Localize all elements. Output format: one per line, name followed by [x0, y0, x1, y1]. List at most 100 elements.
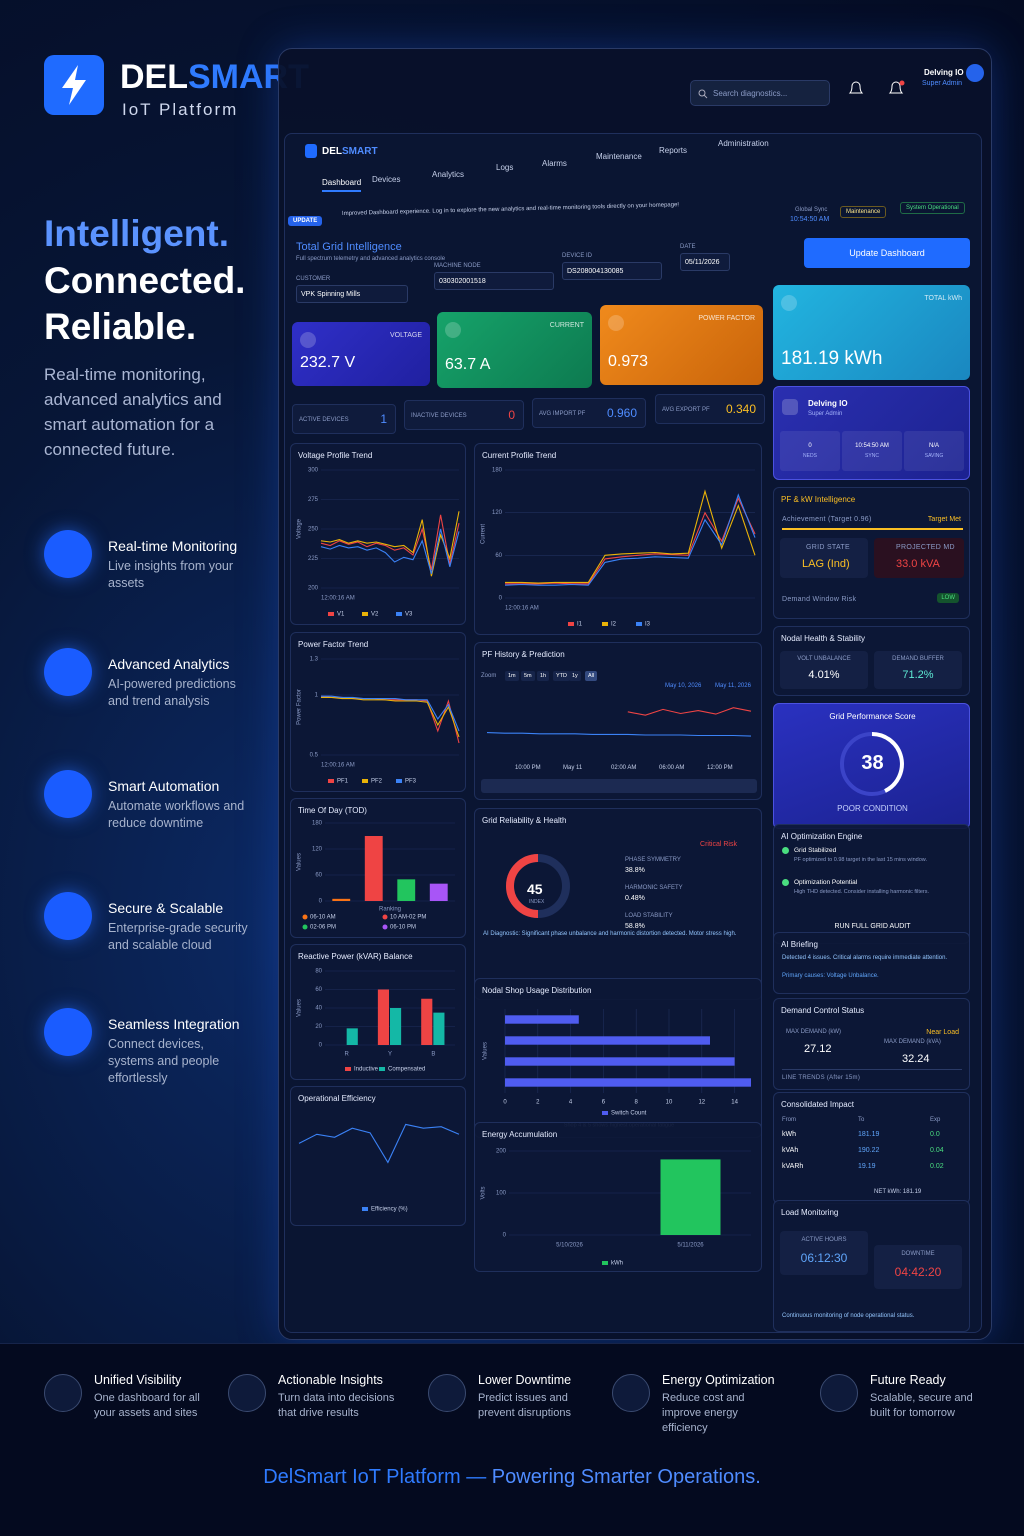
- user-icon: [782, 399, 798, 415]
- search-box[interactable]: Search diagnostics...: [690, 80, 830, 106]
- nav-item[interactable]: Logs: [496, 163, 514, 172]
- y-tick-label: 0.5: [310, 753, 319, 759]
- zoom-button[interactable]: 1m: [505, 671, 519, 681]
- user-item-label: SAVING: [924, 453, 944, 459]
- stat-value: 0.340: [725, 402, 756, 416]
- y-tick-label: 60: [495, 553, 502, 559]
- impact-panel: Consolidated Impact From To Exp kWh 181.19 0.0…: [773, 1092, 970, 1204]
- zoom-button[interactable]: All: [585, 671, 598, 681]
- chart-panel: Reactive Power (kVAR) Balance 0 20 40 60 80 Va…: [290, 944, 466, 1080]
- user-role: Super Admin: [922, 80, 963, 87]
- nav-item[interactable]: Administration: [718, 139, 769, 148]
- nav-item[interactable]: Devices: [372, 175, 401, 184]
- demand-value: 27.12: [804, 1043, 832, 1055]
- nav-item[interactable]: Analytics: [432, 170, 465, 179]
- panel-title: Demand Control Status: [781, 1006, 865, 1015]
- metric-label: HARMONIC SAFETY: [625, 885, 683, 891]
- x-tick-label: 12:00:16 AM: [321, 763, 355, 769]
- y-tick-label: 200: [308, 586, 319, 592]
- stat-value: 0.960: [606, 406, 637, 420]
- field-value[interactable]: VPK Spinning Mills: [296, 285, 408, 303]
- stat-card: ACTIVE DEVICES 1: [292, 404, 396, 434]
- dashboard-subtitle: Full spectrum telemetry and advanced ana…: [296, 256, 446, 262]
- legend-label: 02-06 PM: [310, 925, 336, 931]
- audit-button[interactable]: RUN FULL GRID AUDIT: [834, 923, 911, 930]
- chart: 200 225 250 275 300 Voltage 12:00:16 AM V1 V2 V3: [297, 468, 460, 618]
- y-axis-label: Values: [297, 853, 303, 871]
- chart-title: Operational Efficiency: [298, 1094, 376, 1103]
- legend-swatch: [302, 914, 308, 920]
- kpi-card: POWER FACTOR 0.973: [600, 305, 763, 385]
- field-value[interactable]: DS208004130085: [562, 262, 662, 280]
- zoom-button[interactable]: 5m: [521, 671, 535, 681]
- legend-label: I3: [645, 622, 651, 628]
- chart-title: Reactive Power (kVAR) Balance: [298, 952, 413, 961]
- benefit-icon: [612, 1374, 650, 1412]
- footer-separator: —: [466, 1466, 487, 1488]
- chart-title: PF History & Prediction: [482, 650, 565, 659]
- chart-title: Power Factor Trend: [298, 640, 369, 649]
- x-tick-label: 12:00:16 AM: [321, 596, 355, 602]
- kpi-value: 181.19 kWh: [781, 348, 883, 369]
- logo-box: [44, 55, 104, 115]
- feature-text: Connect devices, systems and people effo…: [108, 1037, 220, 1085]
- avatar[interactable]: [966, 64, 984, 82]
- logo-icon: [62, 65, 86, 105]
- footer-product: DelSmart IoT Platform: [263, 1466, 461, 1488]
- demand-label: MAX DEMAND (kVA): [884, 1039, 941, 1045]
- nav-item[interactable]: Reports: [659, 146, 688, 155]
- nav-item[interactable]: Alarms: [542, 159, 567, 168]
- zoom-button[interactable]: YTD: [553, 671, 570, 681]
- x-tick-label: Y: [388, 1052, 392, 1058]
- legend-swatch: [379, 1067, 385, 1071]
- field-label: MACHINE NODE: [434, 263, 481, 269]
- x-tick-label: 2: [536, 1100, 540, 1106]
- user-item-label: SYNC: [865, 453, 879, 459]
- user-name: Delving IO: [924, 68, 964, 77]
- legend-label: Compensated: [388, 1067, 425, 1073]
- update-button[interactable]: Update Dashboard: [804, 238, 970, 268]
- nav-item[interactable]: Dashboard: [322, 178, 362, 192]
- score-gauge: [840, 732, 904, 796]
- y-tick-label: 60: [315, 873, 322, 879]
- net-kwh: NET kWh: 181.19: [874, 1189, 922, 1195]
- tile: DOWNTIME 04:42:20: [874, 1245, 962, 1289]
- y-tick-label: 180: [312, 821, 323, 827]
- benefit-text: Predict issues and prevent disruptions: [478, 1392, 571, 1419]
- zoom-button[interactable]: 1h: [537, 671, 550, 681]
- status-dot: [782, 847, 789, 854]
- chart-panel: Time Of Day (TOD) 0 60 120 180 Values Ranking 0…: [290, 798, 466, 938]
- tile: DEMAND BUFFER 71.2%: [874, 651, 962, 689]
- panel-title: Grid Performance Score: [829, 712, 916, 721]
- chart-title: Voltage Profile Trend: [298, 451, 373, 460]
- kpi-value: 63.7 A: [445, 356, 491, 373]
- cell: 190.22: [858, 1147, 880, 1154]
- y-tick-label: 300: [308, 468, 319, 474]
- panel-title: Load Monitoring: [781, 1208, 839, 1217]
- notification-icons[interactable]: [848, 80, 908, 98]
- series-line: [504, 493, 756, 586]
- panel-title: AI Optimization Engine: [781, 832, 863, 841]
- user-item: N/A SAVING: [904, 431, 964, 471]
- zoom-button[interactable]: 1y: [569, 671, 581, 681]
- field-value[interactable]: 05/11/2026: [680, 253, 730, 271]
- sync-time: 10:54:50 AM: [790, 216, 830, 223]
- footer-line: DelSmart IoT Platform — Powering Smarter…: [0, 1466, 1024, 1489]
- update-badge: UPDATE: [288, 216, 323, 226]
- y-tick-label: 250: [308, 527, 319, 533]
- headline: Intelligent.: [44, 213, 229, 254]
- nav-item[interactable]: Maintenance: [596, 152, 642, 161]
- y-tick-label: 1: [315, 693, 319, 699]
- chart-title: Energy Accumulation: [482, 1130, 558, 1139]
- navigator[interactable]: [481, 779, 757, 793]
- cell: kWh: [782, 1131, 796, 1138]
- field-value[interactable]: 030302001518: [434, 272, 554, 290]
- stat-card: AVG IMPORT PF 0.960: [532, 398, 646, 428]
- index-label: INDEX: [529, 899, 545, 905]
- chart-panel: Nodal Shop Usage Distribution 0 2 4 6 8 10 12 14…: [474, 978, 762, 1138]
- cell: 181.19: [858, 1131, 880, 1138]
- bar: [433, 1012, 445, 1045]
- trend-label: LINE TRENDS (After 15m): [782, 1075, 861, 1081]
- tile-label: VOLT UNBALANCE: [797, 656, 851, 662]
- series-line: [505, 489, 756, 584]
